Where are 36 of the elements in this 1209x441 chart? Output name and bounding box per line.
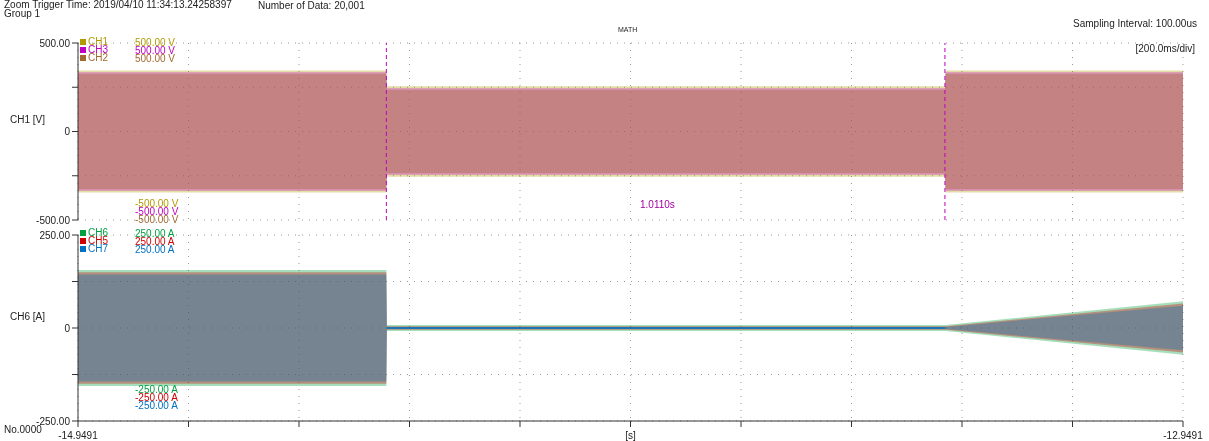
annotation: -250.00 A <box>135 384 178 395</box>
x-tick-label: -12.9491 <box>1163 430 1204 441</box>
x-tick-label: -14.9491 <box>58 430 99 441</box>
y-axis-title: CH6 [A] <box>10 310 46 322</box>
text: No.0000 <box>4 424 42 435</box>
y-tick-label: 250.00 <box>39 229 71 241</box>
y-tick-label: 0 <box>64 322 71 334</box>
annotation: -500.00 V <box>135 206 179 217</box>
annotation: [200.0ms/div] <box>1135 43 1195 54</box>
annotation: 250.00 A <box>135 228 175 239</box>
text: Number of Data: 20,001 <box>258 0 365 11</box>
y-tick-label: -250.00 <box>36 415 71 427</box>
annotation: 500.00 V <box>135 53 176 64</box>
y-tick-label: 0 <box>64 126 71 138</box>
legend-label: CH1 <box>87 36 109 47</box>
annotation: 500.00 V <box>135 37 176 48</box>
annotation: 500.00 V <box>135 45 176 56</box>
legend-label: CH2 <box>87 52 109 63</box>
legend-label: CH6 <box>87 227 109 238</box>
annotation: -250.00 A <box>135 400 178 411</box>
y-tick-label: -500.00 <box>36 214 71 226</box>
legend-label: CH5 <box>87 235 109 246</box>
annotation: 1.0110s <box>640 199 675 210</box>
x-axis-title: [s] <box>625 430 636 441</box>
annotation: 250.00 A <box>135 236 175 247</box>
legend-label: CH3 <box>87 44 109 55</box>
y-axis-title: CH1 [V] <box>10 114 46 126</box>
annotation: -500.00 V <box>135 198 179 209</box>
annotation: -500.00 V <box>135 214 179 225</box>
legend-label: CH7 <box>87 243 109 254</box>
text: Sampling Interval: 100.00us <box>1073 18 1197 29</box>
y-tick-label: 500.00 <box>39 37 71 49</box>
text: Group 1 <box>4 8 41 19</box>
chart-title: Zoom Trigger Time: 2019/04/10 11:34:13.24258397 <box>4 0 232 10</box>
annotation: 250.00 A <box>135 244 175 255</box>
annotation: -250.00 A <box>135 392 178 403</box>
